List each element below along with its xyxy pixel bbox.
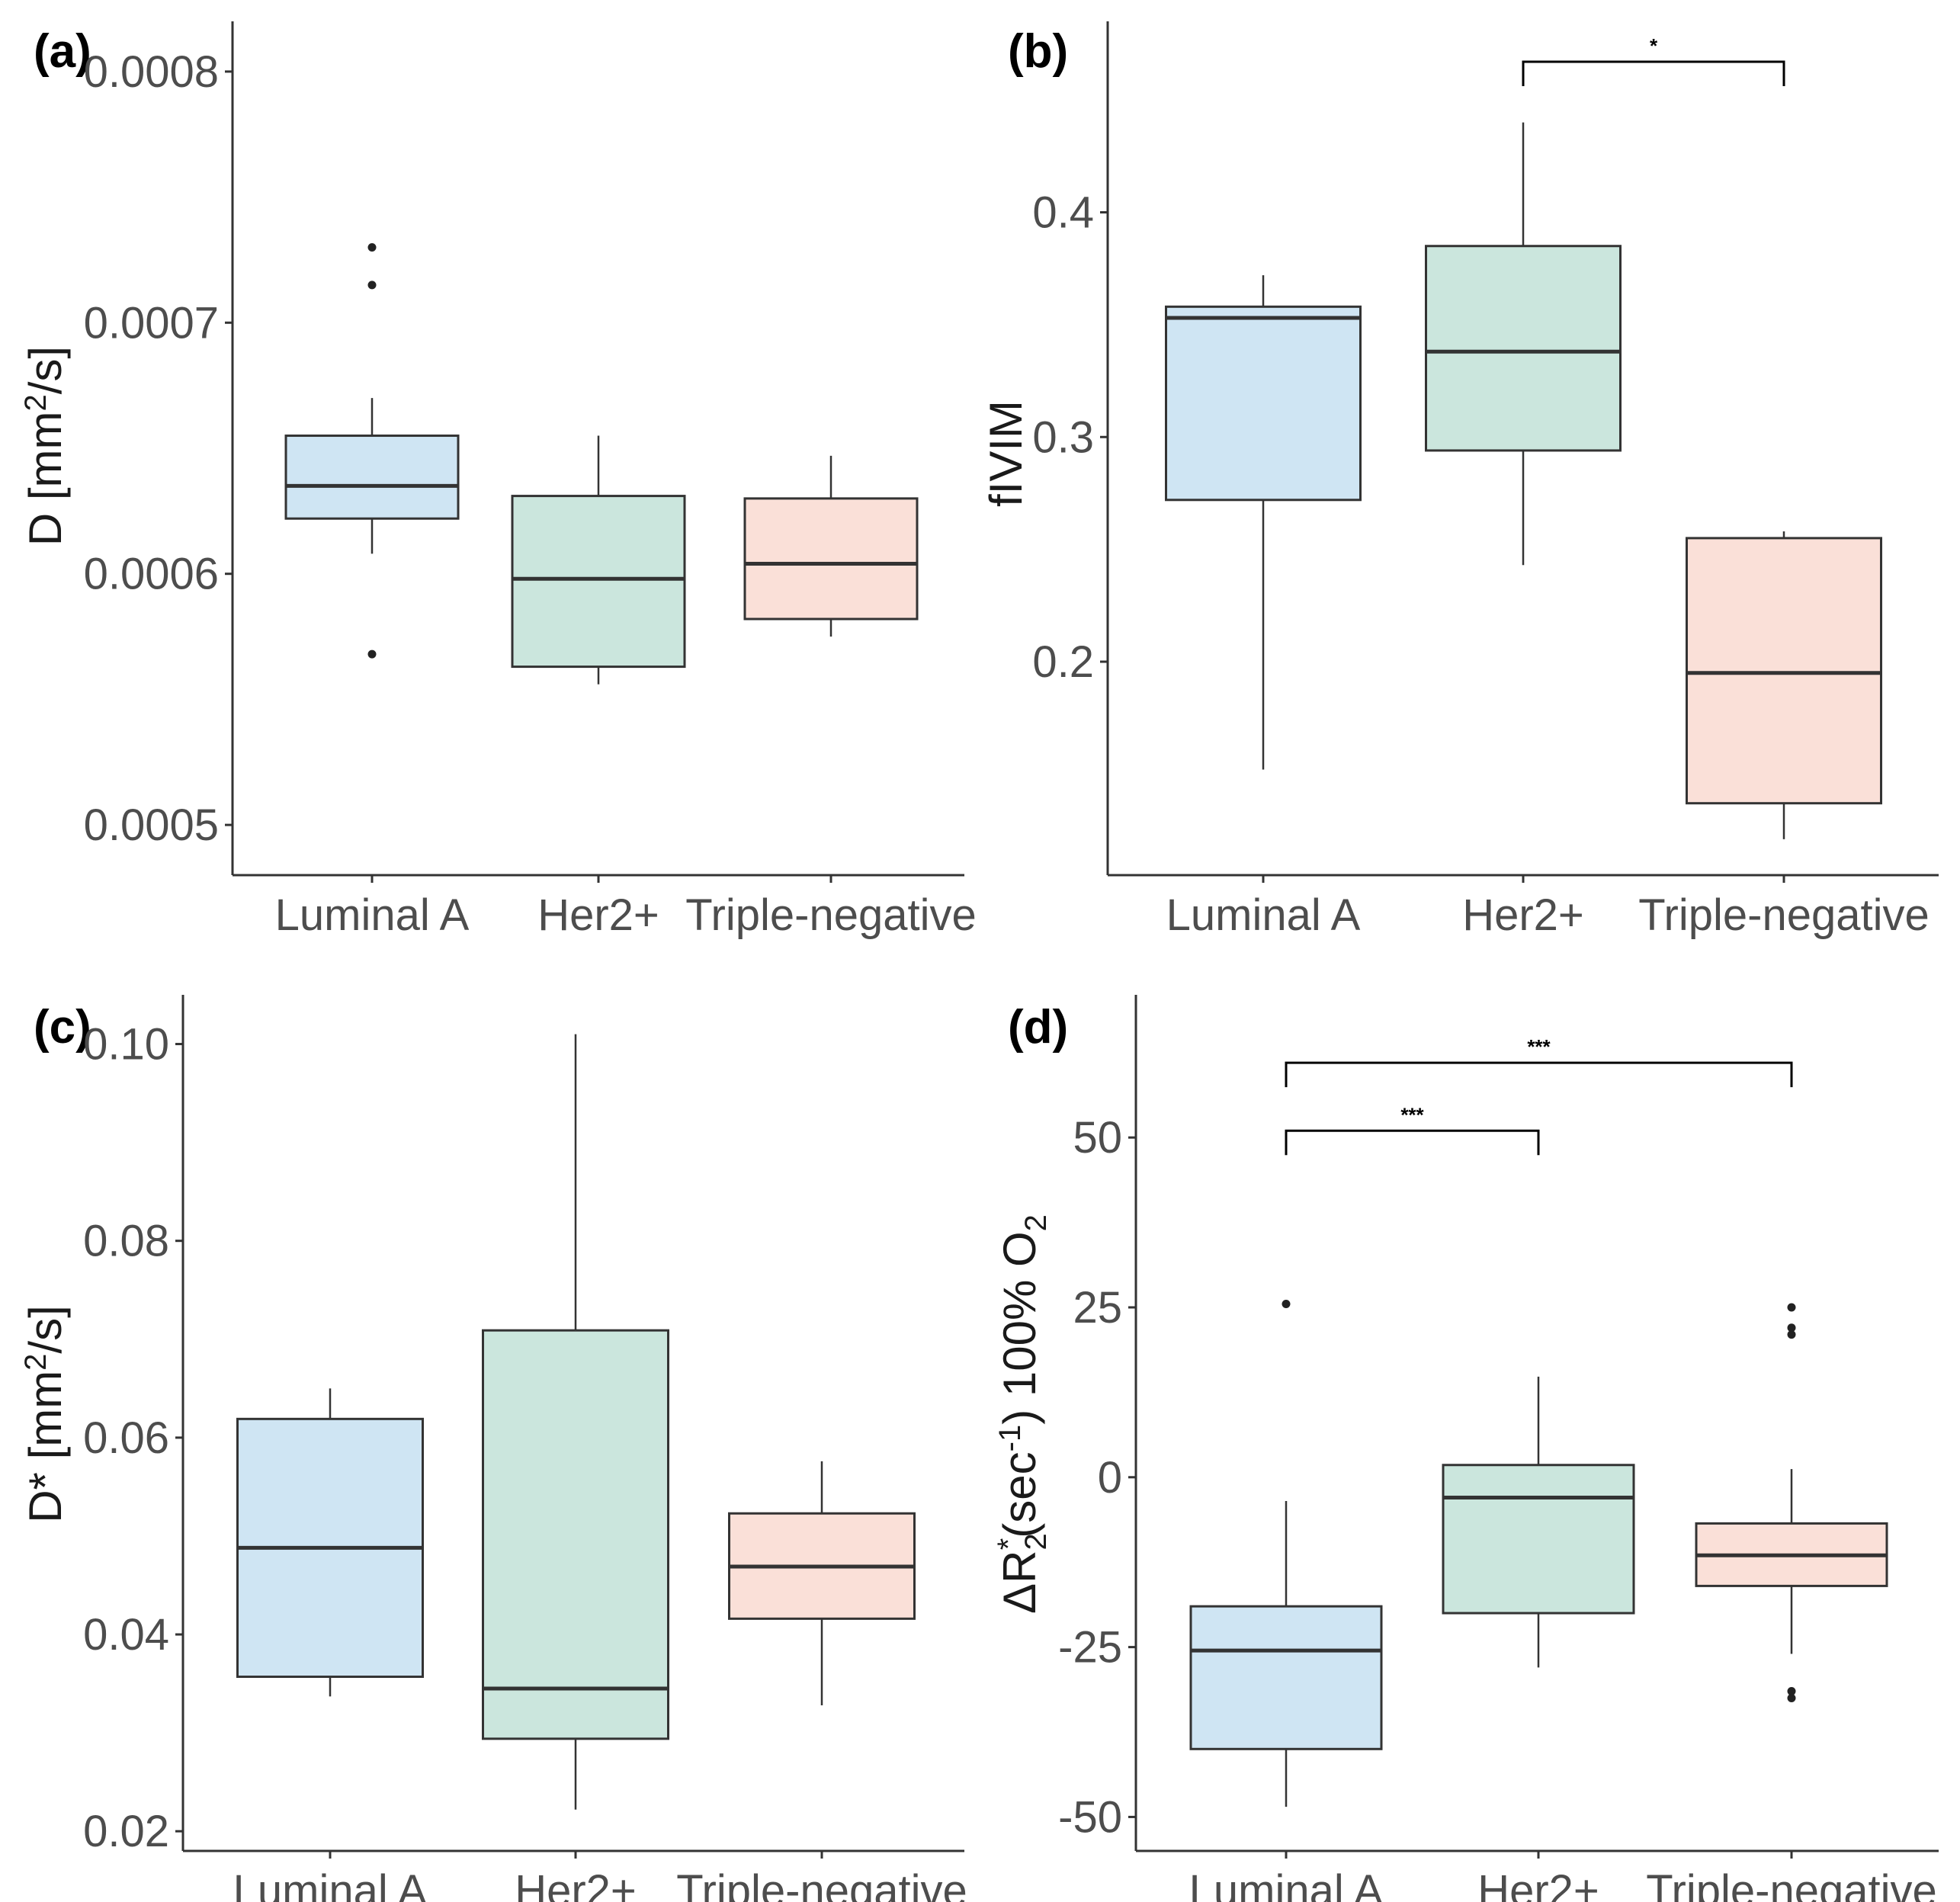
y-tick-label: 0.02 [83,1807,169,1856]
y-tick-label: 0.2 [1032,637,1094,687]
outlier-point [1787,1687,1796,1696]
panel-label: (a) [34,25,91,78]
x-tick-label: Her2+ [1462,890,1584,940]
y-tick-label: 25 [1073,1283,1122,1333]
outlier-point [1787,1303,1796,1312]
y-tick-label: -25 [1058,1623,1122,1673]
y-tick-label: 0.0006 [84,550,219,599]
significance-label: * [1650,34,1658,57]
box-luminal-a [236,1388,424,1697]
outlier-point [367,281,377,290]
panel-a: (a) D [mm2/s] 0.0005 0.0006 0.0007 0.0008 L… [19,21,977,940]
y-axis-label: D [mm2/s] [19,346,71,546]
x-tick-label: Luminal A [233,1866,428,1902]
iqr-box [1165,305,1362,502]
box-luminal-a [1165,275,1362,770]
iqr-box [284,435,460,520]
iqr-box [743,497,919,621]
significance-label: *** [1527,1035,1551,1058]
panel-d: (d) ΔR2*(sec-1) 100% O2 -50 -25 0 25 50 *** *… [992,995,1939,1902]
box-triple-negative [728,1461,916,1705]
y-tick-label: 0.3 [1032,412,1094,462]
panel-label: (d) [1008,1001,1068,1054]
x-tick-label: Luminal A [1166,890,1361,940]
box-luminal-a [1189,1300,1383,1807]
x-tick-label: Luminal A [275,890,470,940]
x-tick-label: Her2+ [515,1866,637,1902]
significance-bracket [1522,60,1785,87]
y-axis-label: D* [mm2/s] [19,1305,71,1523]
box-luminal-a [284,242,460,659]
iqr-box [1442,1464,1635,1615]
x-tick-label: Luminal A [1189,1866,1384,1902]
significance-bracket [1285,1129,1540,1156]
y-axis-label: fIVIM [980,400,1031,507]
y-tick-label: -50 [1058,1792,1122,1842]
y-tick-label: 0.04 [83,1610,169,1660]
y-tick-label: 0.0005 [84,800,219,850]
x-tick-label: Triple-negative [685,890,976,940]
outlier-point [1282,1300,1291,1309]
outlier-point [1787,1323,1796,1333]
x-tick-label: Her2+ [1477,1866,1599,1902]
y-tick-label: 0.0008 [84,47,219,97]
iqr-box [482,1329,669,1740]
box-triple-negative [743,455,919,637]
box-triple-negative [1686,531,1882,839]
panel-c: (c) D* [mm2/s] 0.02 0.04 0.06 0.08 0.10 Lumi… [19,995,967,1902]
iqr-box [1189,1605,1383,1750]
iqr-box [1425,245,1622,452]
panel-label: (b) [1008,25,1068,78]
significance-bracket [1285,1061,1793,1088]
x-tick-label: Triple-negative [1638,890,1929,940]
panel-label: (c) [34,1001,91,1054]
outlier-point [1787,1693,1796,1702]
iqr-box [511,495,686,669]
x-tick-label: Her2+ [537,890,659,940]
x-tick-label: Triple-negative [676,1866,967,1902]
x-tick-label: Triple-negative [1646,1866,1936,1902]
y-axis-label: ΔR2*(sec-1) 100% O2 [992,1214,1053,1614]
box-her2- [1442,1376,1635,1668]
y-tick-label: 0.08 [83,1217,169,1266]
y-tick-label: 0.0007 [84,298,219,348]
y-tick-label: 0.4 [1032,188,1094,238]
y-tick-label: 0.06 [83,1413,169,1463]
significance-label: *** [1400,1103,1424,1126]
iqr-box [1686,537,1882,805]
y-tick-label: 0.10 [83,1020,169,1070]
y-tick-label: 0 [1098,1453,1122,1503]
outlier-point [367,242,377,252]
y-tick-label: 50 [1073,1113,1122,1163]
box-triple-negative [1695,1303,1888,1702]
box-her2- [1425,122,1622,566]
box-her2- [482,1034,669,1810]
box-her2- [511,435,686,685]
outlier-point [1787,1330,1796,1339]
panel-b: (b) fIVIM 0.2 0.3 0.4 * Luminal A Her2+ Trip… [980,21,1939,940]
outlier-point [367,650,377,659]
